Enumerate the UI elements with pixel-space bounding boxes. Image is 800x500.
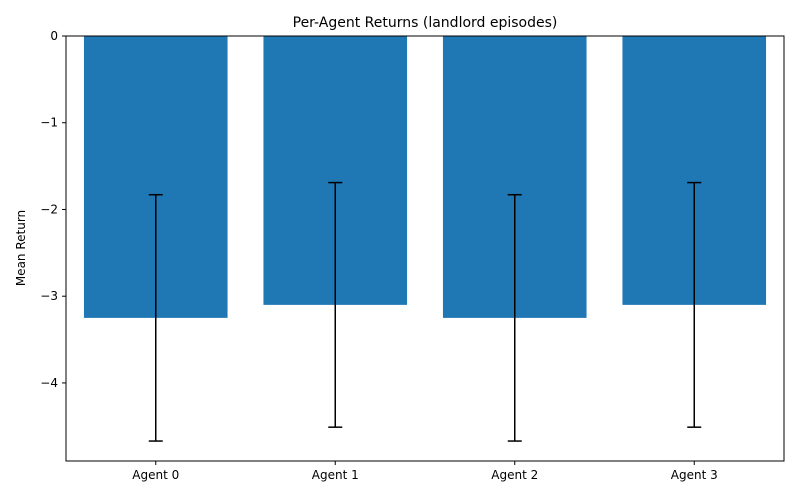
x-tick-label-0: Agent 0: [132, 468, 179, 482]
error-bars-group: [148, 181, 702, 442]
y-tick-label-0: 0: [50, 29, 58, 43]
y-tick-label-4: −4: [40, 376, 58, 390]
bars-group: [83, 36, 767, 318]
y-tick-label-3: −3: [40, 289, 58, 303]
y-axis: 0 −1 −2 −3 −4: [40, 29, 66, 390]
x-tick-label-1: Agent 1: [312, 468, 359, 482]
y-tick-label-2: −2: [40, 202, 58, 216]
x-tick-label-3: Agent 3: [671, 468, 718, 482]
y-axis-label: Mean Return: [14, 210, 28, 286]
x-axis: Agent 0 Agent 1 Agent 2 Agent 3: [132, 461, 718, 482]
y-tick-label-1: −1: [40, 116, 58, 130]
plot-frame: [65, 35, 785, 462]
chart-title: Per-Agent Returns (landlord episodes): [293, 15, 558, 31]
x-tick-label-2: Agent 2: [491, 468, 538, 482]
